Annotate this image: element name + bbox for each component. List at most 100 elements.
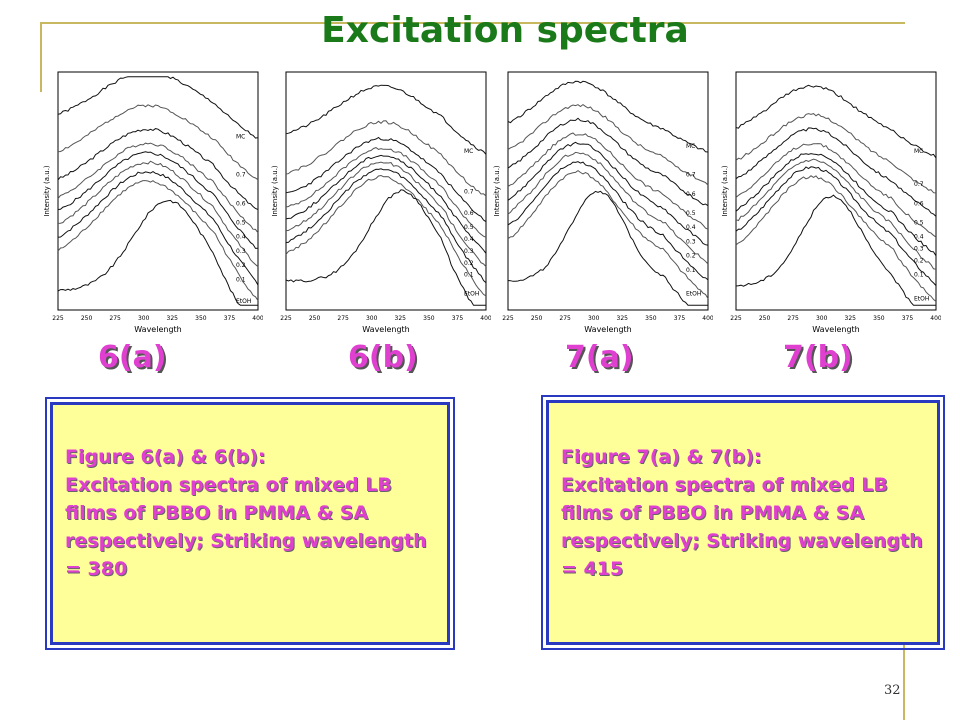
series-label: 0.2 <box>464 260 474 267</box>
x-axis-label: Wavelength <box>362 325 409 334</box>
figure-label-6a: 6(a) <box>98 340 167 375</box>
series-line-2 <box>57 128 259 211</box>
figure-label-6b: 6(b) <box>348 340 418 375</box>
series-label: 0.6 <box>236 200 246 207</box>
series-label: 0.4 <box>464 236 474 243</box>
series-line-4 <box>285 154 487 254</box>
series-line-6 <box>57 171 259 286</box>
series-label: 0.6 <box>686 191 696 198</box>
x-tick-label: 375 <box>674 315 686 322</box>
series-label: 0.7 <box>686 172 696 179</box>
series-label: 0.5 <box>686 210 696 217</box>
x-tick-label: 400 <box>930 315 941 322</box>
series-label: 0.7 <box>914 181 924 188</box>
series-line-3 <box>735 143 937 238</box>
caption-heading-7: Figure 7(a) & 7(b): <box>561 446 762 468</box>
x-tick-label: 250 <box>309 315 321 322</box>
series-label: 0.7 <box>464 188 474 195</box>
y-axis-label: Intensity (a.u.) <box>493 165 501 217</box>
x-tick-label: 300 <box>138 315 150 322</box>
spectrum-plot-6(b): Intensity (a.u.) 225 250 275 300 325 350 375 400… <box>271 71 491 334</box>
series-line-5 <box>57 160 259 268</box>
series-line-4 <box>57 151 259 249</box>
series-line-1 <box>285 120 487 197</box>
x-tick-label: 275 <box>559 315 571 322</box>
y-axis-label: Intensity (a.u.) <box>721 165 729 217</box>
series-line-0 <box>735 84 937 159</box>
series-line-8 <box>735 194 936 306</box>
x-axis-label: Wavelength <box>584 325 631 334</box>
y-axis-label: Intensity (a.u.) <box>271 165 279 217</box>
x-tick-label: 350 <box>873 315 885 322</box>
series-label: 0.3 <box>236 248 246 255</box>
x-tick-label: 250 <box>531 315 543 322</box>
series-line-2 <box>507 117 709 207</box>
series-label: 0.5 <box>464 224 474 231</box>
series-label: 0.1 <box>464 272 474 279</box>
series-label: EtOH <box>464 291 479 298</box>
series-label: 0.5 <box>914 219 924 226</box>
series-label: 0.6 <box>914 200 924 207</box>
series-label: 0.3 <box>914 246 924 253</box>
series-line-7 <box>507 169 709 299</box>
series-line-8 <box>507 190 708 306</box>
series-line-7 <box>735 175 937 302</box>
series-label: 0.3 <box>464 248 474 255</box>
plot-frame <box>507 71 709 311</box>
x-tick-label: 325 <box>845 315 857 322</box>
x-tick-label: 225 <box>730 315 742 322</box>
x-tick-label: 300 <box>816 315 828 322</box>
caption-text-6: Figure 6(a) & 6(b): Excitation spectra o… <box>65 443 437 583</box>
series-label: 0.7 <box>236 172 246 179</box>
series-label: 0.2 <box>686 253 696 260</box>
series-line-1 <box>507 103 709 186</box>
series-line-0 <box>507 80 709 153</box>
series-line-8 <box>57 199 258 306</box>
plot-frame <box>57 71 259 311</box>
series-line-3 <box>507 132 709 230</box>
series-line-0 <box>57 76 259 139</box>
x-tick-label: 400 <box>702 315 713 322</box>
series-line-5 <box>507 151 709 265</box>
series-label: MC <box>686 143 695 150</box>
spectrum-plot-7(b): Intensity (a.u.) 225 250 275 300 325 350 375 400… <box>721 71 941 334</box>
plot-frame <box>735 71 937 311</box>
series-label: EtOH <box>236 298 251 305</box>
y-axis-label: Intensity (a.u.) <box>43 165 51 217</box>
x-tick-label: 325 <box>617 315 629 322</box>
x-tick-label: 300 <box>588 315 600 322</box>
chart-7a: Intensity (a.u.) 225 250 275 300 325 350 375 400… <box>488 68 713 343</box>
series-line-5 <box>285 161 487 267</box>
frame-line-top <box>40 22 905 24</box>
x-tick-label: 375 <box>224 315 236 322</box>
x-tick-label: 275 <box>109 315 121 322</box>
x-axis-label: Wavelength <box>812 325 859 334</box>
frame-line-right <box>903 620 905 720</box>
slide-title: Excitation spectra <box>321 10 689 51</box>
chart-7b: Intensity (a.u.) 225 250 275 300 325 350 375 400… <box>716 68 941 343</box>
series-label: 0.4 <box>686 224 696 231</box>
x-tick-label: 325 <box>167 315 179 322</box>
figure-label-7a: 7(a) <box>565 340 634 375</box>
x-tick-label: 350 <box>195 315 207 322</box>
x-tick-label: 275 <box>787 315 799 322</box>
series-label: EtOH <box>686 291 701 298</box>
x-tick-label: 375 <box>902 315 914 322</box>
series-line-1 <box>57 104 259 181</box>
series-line-6 <box>285 168 487 284</box>
chart-6b: Intensity (a.u.) 225 250 275 300 325 350 375 400… <box>266 68 491 343</box>
series-label: MC <box>914 148 923 155</box>
series-line-6 <box>507 161 709 281</box>
series-label: 0.1 <box>236 276 246 283</box>
series-line-2 <box>285 136 487 223</box>
figure-label-7b: 7(b) <box>783 340 853 375</box>
series-label: 0.4 <box>914 234 924 241</box>
x-tick-label: 225 <box>280 315 292 322</box>
x-tick-label: 300 <box>366 315 378 322</box>
series-line-5 <box>735 158 937 270</box>
series-line-3 <box>285 147 487 238</box>
series-label: 0.2 <box>236 262 246 269</box>
page-number: 32 <box>884 683 901 698</box>
series-label: 0.2 <box>914 257 924 264</box>
x-tick-label: 350 <box>423 315 435 322</box>
